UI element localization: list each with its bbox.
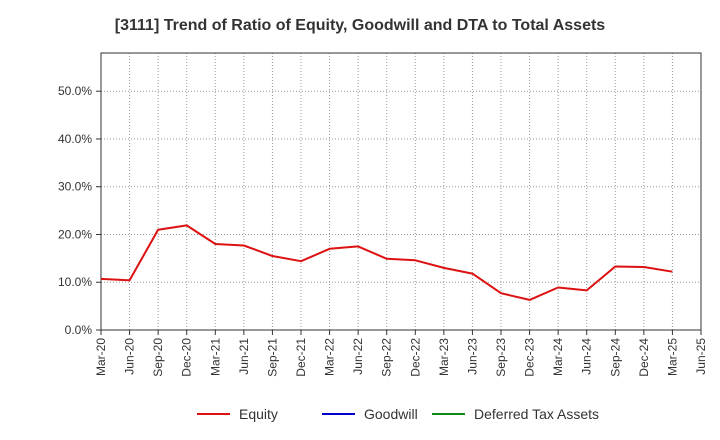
grid <box>101 53 701 330</box>
plot-frame <box>100 52 702 331</box>
y-tick-label: 20.0% <box>58 227 92 241</box>
x-tick-label: Sep-21 <box>265 338 279 377</box>
series-layer <box>100 224 673 301</box>
series-line-equity <box>100 224 673 301</box>
x-tick-label: Mar-22 <box>323 338 337 376</box>
x-tick-label: Jun-21 <box>237 338 251 375</box>
x-tick-label: Dec-22 <box>408 338 422 377</box>
x-tick-label: Mar-24 <box>551 338 565 376</box>
x-tick-label: Jun-20 <box>123 338 137 375</box>
y-tick-label: 40.0% <box>58 132 92 146</box>
x-tick-label: Mar-25 <box>665 338 679 376</box>
x-tick-label: Jun-25 <box>694 338 708 375</box>
x-tick-label: Dec-23 <box>523 338 537 377</box>
legend: Equity Goodwill Deferred Tax Assets <box>197 406 599 422</box>
legend-label-deferred-tax-assets: Deferred Tax Assets <box>474 406 599 422</box>
y-tick-label: 0.0% <box>65 323 93 337</box>
x-axis: Mar-20 Jun-20 Sep-20 Dec-20 Mar-21 Jun-21 Sep-… <box>94 330 708 377</box>
x-tick-label: Sep-23 <box>494 338 508 377</box>
legend-label-equity: Equity <box>239 406 278 422</box>
y-tick-label: 30.0% <box>58 180 92 194</box>
x-tick-label: Mar-21 <box>208 338 222 376</box>
legend-label-goodwill: Goodwill <box>364 406 418 422</box>
y-tick-label: 50.0% <box>58 84 92 98</box>
x-tick-label: Jun-22 <box>351 338 365 375</box>
x-tick-label: Sep-20 <box>151 338 165 377</box>
x-tick-label: Jun-24 <box>580 338 594 375</box>
x-tick-label: Dec-21 <box>294 338 308 377</box>
x-tick-label: Mar-23 <box>437 338 451 376</box>
chart-title: [3111] Trend of Ratio of Equity, Goodwil… <box>115 17 606 34</box>
x-tick-label: Sep-22 <box>380 338 394 377</box>
y-axis: 0.0% 10.0% 20.0% 30.0% 40.0% 50.0% <box>58 84 101 337</box>
x-tick-label: Jun-23 <box>465 338 479 375</box>
x-tick-label: Dec-24 <box>637 338 651 377</box>
x-tick-label: Sep-24 <box>608 338 622 377</box>
x-tick-label: Mar-20 <box>94 338 108 376</box>
y-tick-label: 10.0% <box>58 275 92 289</box>
x-tick-label: Dec-20 <box>180 338 194 377</box>
